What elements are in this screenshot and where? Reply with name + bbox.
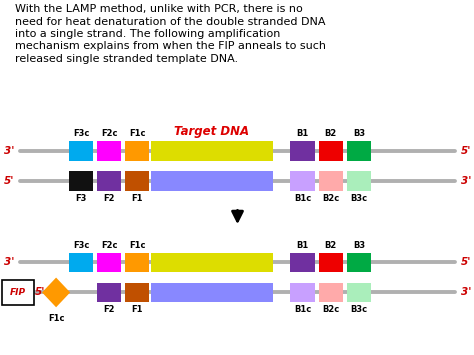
Text: B3: B3 — [353, 130, 365, 138]
Text: B3: B3 — [353, 241, 365, 250]
Text: F1: F1 — [131, 305, 143, 314]
Bar — [125, 283, 149, 302]
Bar — [125, 141, 149, 161]
Text: F2: F2 — [103, 305, 115, 314]
Bar — [319, 141, 343, 161]
FancyBboxPatch shape — [2, 280, 34, 305]
Bar — [97, 171, 121, 191]
Text: B1: B1 — [297, 241, 309, 250]
Text: F3c: F3c — [73, 241, 89, 250]
Bar — [151, 171, 273, 191]
Text: F3c: F3c — [73, 130, 89, 138]
Bar — [291, 283, 315, 302]
Text: FIP: FIP — [9, 288, 26, 297]
Bar — [319, 253, 343, 272]
Text: B1c: B1c — [294, 193, 311, 203]
Bar — [125, 253, 149, 272]
Text: B2: B2 — [325, 130, 337, 138]
Text: 5': 5' — [461, 257, 472, 267]
Text: 5': 5' — [3, 176, 14, 186]
Text: 3': 3' — [461, 176, 472, 186]
Text: With the LAMP method, unlike with PCR, there is no
need for heat denaturation of: With the LAMP method, unlike with PCR, t… — [15, 4, 326, 64]
Bar — [97, 141, 121, 161]
Text: B1c: B1c — [294, 305, 311, 314]
Text: 3': 3' — [3, 257, 14, 267]
Text: B2c: B2c — [322, 193, 339, 203]
Bar — [346, 253, 371, 272]
Text: 5': 5' — [35, 288, 45, 297]
Bar — [151, 141, 273, 161]
Text: F1c: F1c — [48, 314, 64, 323]
Bar — [69, 253, 93, 272]
Text: B1: B1 — [297, 130, 309, 138]
Text: F1: F1 — [131, 193, 143, 203]
Bar — [346, 141, 371, 161]
Bar — [291, 141, 315, 161]
Text: Target DNA: Target DNA — [174, 125, 249, 138]
Bar — [97, 283, 121, 302]
Bar — [319, 283, 343, 302]
Bar — [291, 253, 315, 272]
Text: F2c: F2c — [101, 241, 118, 250]
Bar — [151, 253, 273, 272]
Text: F1c: F1c — [129, 130, 146, 138]
Text: F2c: F2c — [101, 130, 118, 138]
Text: 3': 3' — [461, 288, 472, 297]
Text: F2: F2 — [103, 193, 115, 203]
Bar — [346, 171, 371, 191]
Text: B2c: B2c — [322, 305, 339, 314]
Bar — [97, 253, 121, 272]
Bar — [319, 171, 343, 191]
Text: 3': 3' — [3, 146, 14, 156]
Text: 5': 5' — [3, 288, 14, 297]
Text: 5': 5' — [461, 146, 472, 156]
Polygon shape — [42, 278, 70, 307]
Text: B3c: B3c — [350, 193, 367, 203]
Bar — [291, 171, 315, 191]
Text: B3c: B3c — [350, 305, 367, 314]
Bar — [151, 283, 273, 302]
Bar — [69, 171, 93, 191]
Bar — [125, 171, 149, 191]
Text: F3: F3 — [75, 193, 87, 203]
Text: B2: B2 — [325, 241, 337, 250]
Bar — [346, 283, 371, 302]
Text: F1c: F1c — [129, 241, 146, 250]
Bar — [69, 141, 93, 161]
